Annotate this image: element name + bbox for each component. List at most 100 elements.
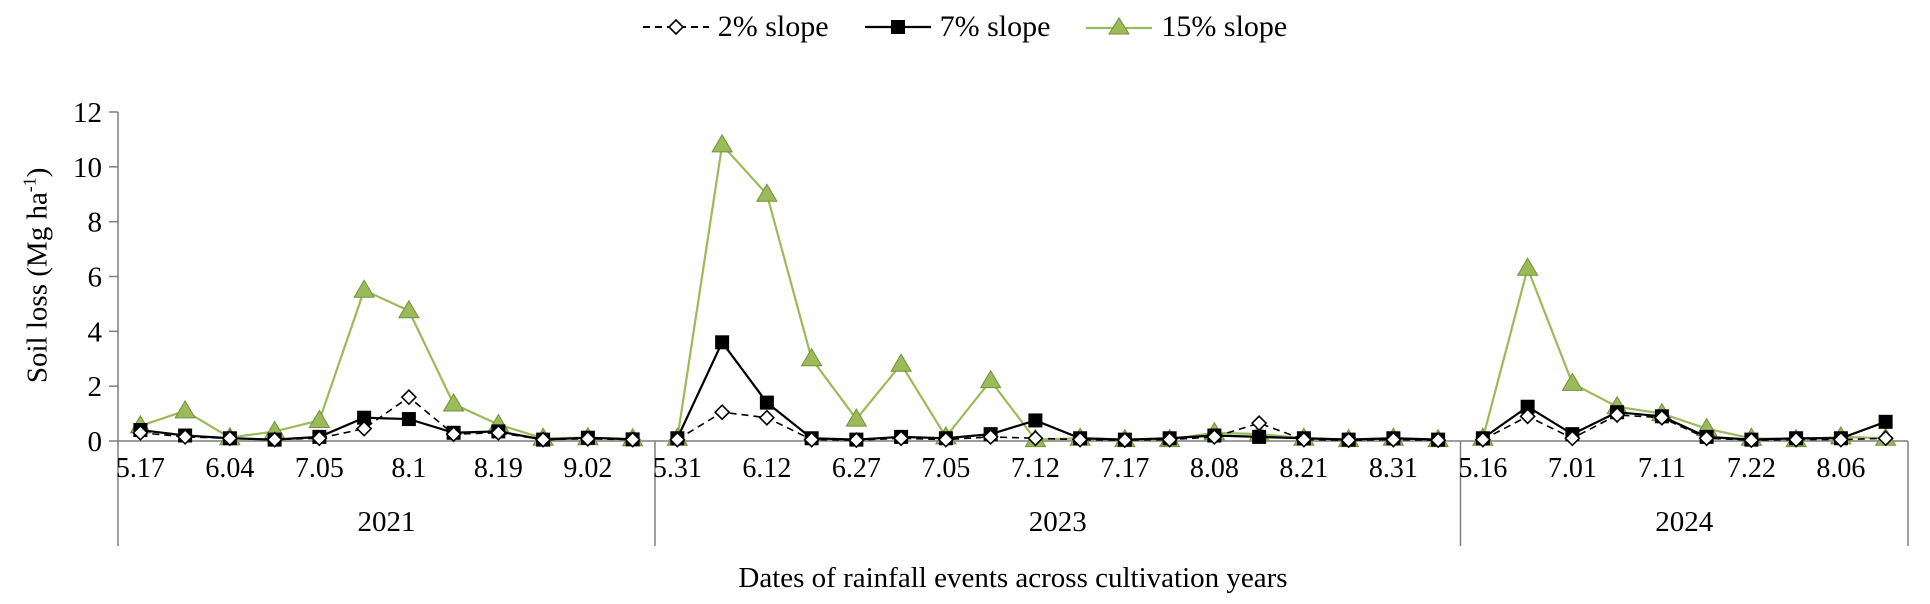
marker-triangle [711, 133, 733, 153]
marker-diamond-open [1385, 431, 1402, 448]
x-axis-tick-label: 8.19 [474, 453, 523, 484]
marker-diamond-open [176, 428, 194, 446]
marker-diamond-open [892, 430, 910, 447]
x-axis-tick-label: 7.22 [1727, 453, 1776, 484]
marker-triangle [308, 409, 331, 428]
marker-triangle [756, 183, 778, 202]
x-axis-tick-label: 7.11 [1638, 453, 1686, 484]
marker-triangle [398, 299, 420, 319]
series-line-2-slope [1482, 414, 1886, 441]
x-axis-tick-label: 7.01 [1548, 453, 1597, 484]
marker-square [759, 395, 774, 410]
year-label: 2024 [1655, 506, 1714, 538]
series-line-15-slope [676, 142, 1439, 441]
marker-diamond-open [221, 430, 239, 447]
x-axis-tick-label: 7.05 [921, 453, 970, 484]
series-line-15-slope [1481, 264, 1886, 441]
marker-diamond-open [1250, 415, 1268, 432]
marker-diamond-open [1877, 430, 1894, 447]
legend-item-2pct-slope: 2% slope [642, 10, 829, 44]
marker-triangle [890, 353, 912, 372]
y-axis-tick-label: 8 [88, 207, 103, 239]
marker-diamond-open [758, 409, 776, 426]
marker-diamond-open [1698, 430, 1715, 447]
series-line-7-slope [1482, 405, 1887, 441]
x-axis-tick-label: 8.21 [1279, 453, 1328, 484]
marker-diamond-open [624, 431, 641, 448]
marker-diamond-open [1608, 406, 1626, 424]
marker-diamond-open [982, 428, 999, 446]
x-axis-tick-label: 6.04 [205, 453, 254, 484]
marker-diamond-open [1116, 432, 1134, 449]
legend: 2% slope 7% slope 15% slope [0, 10, 1930, 44]
marker-diamond-open [803, 431, 820, 448]
marker-square [1520, 399, 1535, 414]
series-line-7-slope [676, 340, 1439, 441]
marker-square [1028, 413, 1043, 428]
marker-diamond-open [669, 431, 686, 448]
x-axis-tick-label: 8.08 [1190, 453, 1239, 484]
x-axis-tick-label: 7.12 [1011, 453, 1060, 484]
series-line-15-slope [140, 288, 633, 440]
marker-diamond-open [1340, 432, 1357, 449]
marker-diamond-open [1071, 431, 1089, 448]
dashed-line-open-diamond-icon [642, 18, 709, 36]
marker-diamond-open [1832, 431, 1850, 448]
solid-line-filled-square-icon [864, 20, 931, 34]
marker-diamond-open [266, 431, 283, 448]
legend-item-7pct-slope: 7% slope [864, 10, 1051, 44]
y-axis-tick-label: 2 [88, 371, 103, 403]
marker-diamond-open [1743, 432, 1760, 449]
y-axis-tick-label: 6 [88, 262, 103, 294]
marker-diamond-open [355, 420, 373, 437]
y-axis-tick-label: 0 [88, 426, 103, 458]
marker-diamond-open [132, 424, 149, 441]
marker-diamond-open [445, 426, 462, 443]
marker-diamond-open [1161, 431, 1178, 448]
marker-diamond-open [1206, 428, 1223, 446]
series-line-2-slope [676, 411, 1439, 441]
marker-diamond-open [1429, 432, 1447, 449]
legend-label-7pct: 7% slope [939, 10, 1051, 43]
legend-label-2pct: 2% slope [717, 10, 829, 43]
marker-triangle [353, 279, 375, 298]
marker-diamond-open [1519, 408, 1536, 425]
marker-diamond-open [579, 430, 597, 447]
marker-diamond-open [713, 404, 731, 421]
marker-diamond-open [937, 431, 955, 448]
marker-triangle [979, 369, 1002, 389]
marker-diamond-open [1474, 431, 1492, 448]
x-axis-tick-label: 5.17 [116, 453, 165, 484]
marker-diamond-open [848, 432, 865, 449]
marker-square [1878, 414, 1893, 429]
marker-diamond-open [311, 430, 328, 447]
y-axis-tick-label: 4 [88, 316, 103, 348]
x-axis-title: Dates of rainfall events across cultivat… [738, 562, 1288, 594]
legend-item-15pct-slope: 15% slope [1086, 10, 1287, 44]
marker-triangle [174, 399, 196, 419]
x-axis-tick-label: 6.12 [742, 453, 791, 484]
x-axis-tick-label: 5.31 [653, 453, 702, 484]
legend-label-15pct: 15% slope [1161, 10, 1288, 43]
marker-square [401, 412, 416, 427]
marker-square [1252, 429, 1267, 444]
solid-line-filled-triangle-icon [1086, 17, 1153, 35]
marker-triangle [442, 393, 465, 412]
marker-diamond-open [490, 424, 507, 441]
marker-diamond-open [1653, 409, 1671, 426]
x-axis-tick-label: 7.05 [295, 453, 344, 484]
marker-diamond-open [1027, 430, 1044, 447]
marker-triangle [845, 408, 868, 427]
marker-triangle [800, 347, 823, 367]
x-axis-tick-label: 6.27 [832, 453, 881, 484]
x-axis-tick-label: 8.06 [1816, 453, 1865, 484]
marker-diamond-open [400, 389, 418, 406]
marker-diamond-open [1787, 431, 1805, 448]
marker-triangle [1516, 257, 1539, 276]
year-label: 2021 [358, 506, 416, 538]
y-axis-tick-label: 10 [73, 152, 102, 184]
x-axis-tick-label: 5.16 [1458, 453, 1507, 484]
x-axis-tick-label: 8.1 [391, 453, 426, 484]
